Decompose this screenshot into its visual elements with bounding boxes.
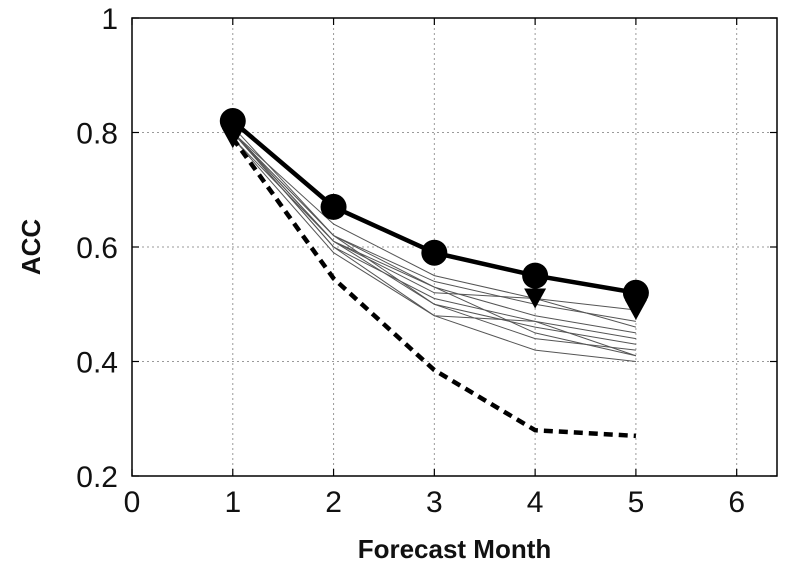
y-tick-label: 0.2 bbox=[76, 461, 118, 494]
x-tick-label: 3 bbox=[426, 486, 443, 519]
circle-marker bbox=[219, 108, 246, 135]
ensemble-member-line bbox=[232, 132, 636, 362]
triangle-marker bbox=[624, 299, 647, 320]
ensemble-member-line bbox=[232, 132, 637, 357]
x-tick-label: 6 bbox=[728, 486, 745, 519]
circle-marker bbox=[622, 279, 649, 306]
dashed-series-line bbox=[230, 136, 637, 439]
ensemble-member-line bbox=[232, 137, 636, 351]
x-tick-label: 1 bbox=[224, 486, 241, 519]
x-tick-label: 4 bbox=[527, 486, 544, 519]
x-axis-title: Forecast Month bbox=[358, 534, 552, 564]
x-tick-labels: 0 1 2 3 4 5 6 bbox=[124, 486, 745, 519]
triangle-marker bbox=[524, 288, 547, 309]
y-tick-label: 0.4 bbox=[76, 347, 118, 380]
axis-ticks bbox=[131, 17, 777, 477]
circle-marker bbox=[522, 262, 549, 289]
circle-marker bbox=[320, 193, 347, 220]
x-tick-label: 2 bbox=[325, 486, 342, 519]
triangle-marker bbox=[221, 128, 244, 149]
y-tick-label: 0.8 bbox=[76, 118, 118, 151]
circle-marker bbox=[421, 239, 448, 266]
x-tick-label: 5 bbox=[628, 486, 645, 519]
y-tick-labels: 0.2 0.4 0.6 0.8 1 bbox=[76, 3, 118, 494]
ensemble-member-line bbox=[232, 126, 636, 322]
y-tick-label: 1 bbox=[101, 3, 118, 36]
series-markers bbox=[219, 108, 649, 320]
grid-lines bbox=[132, 17, 777, 476]
x-tick-label: 0 bbox=[124, 486, 141, 519]
y-tick-label: 0.6 bbox=[76, 232, 118, 265]
y-axis-title: ACC bbox=[16, 219, 46, 276]
ensemble-member-line bbox=[232, 132, 636, 311]
